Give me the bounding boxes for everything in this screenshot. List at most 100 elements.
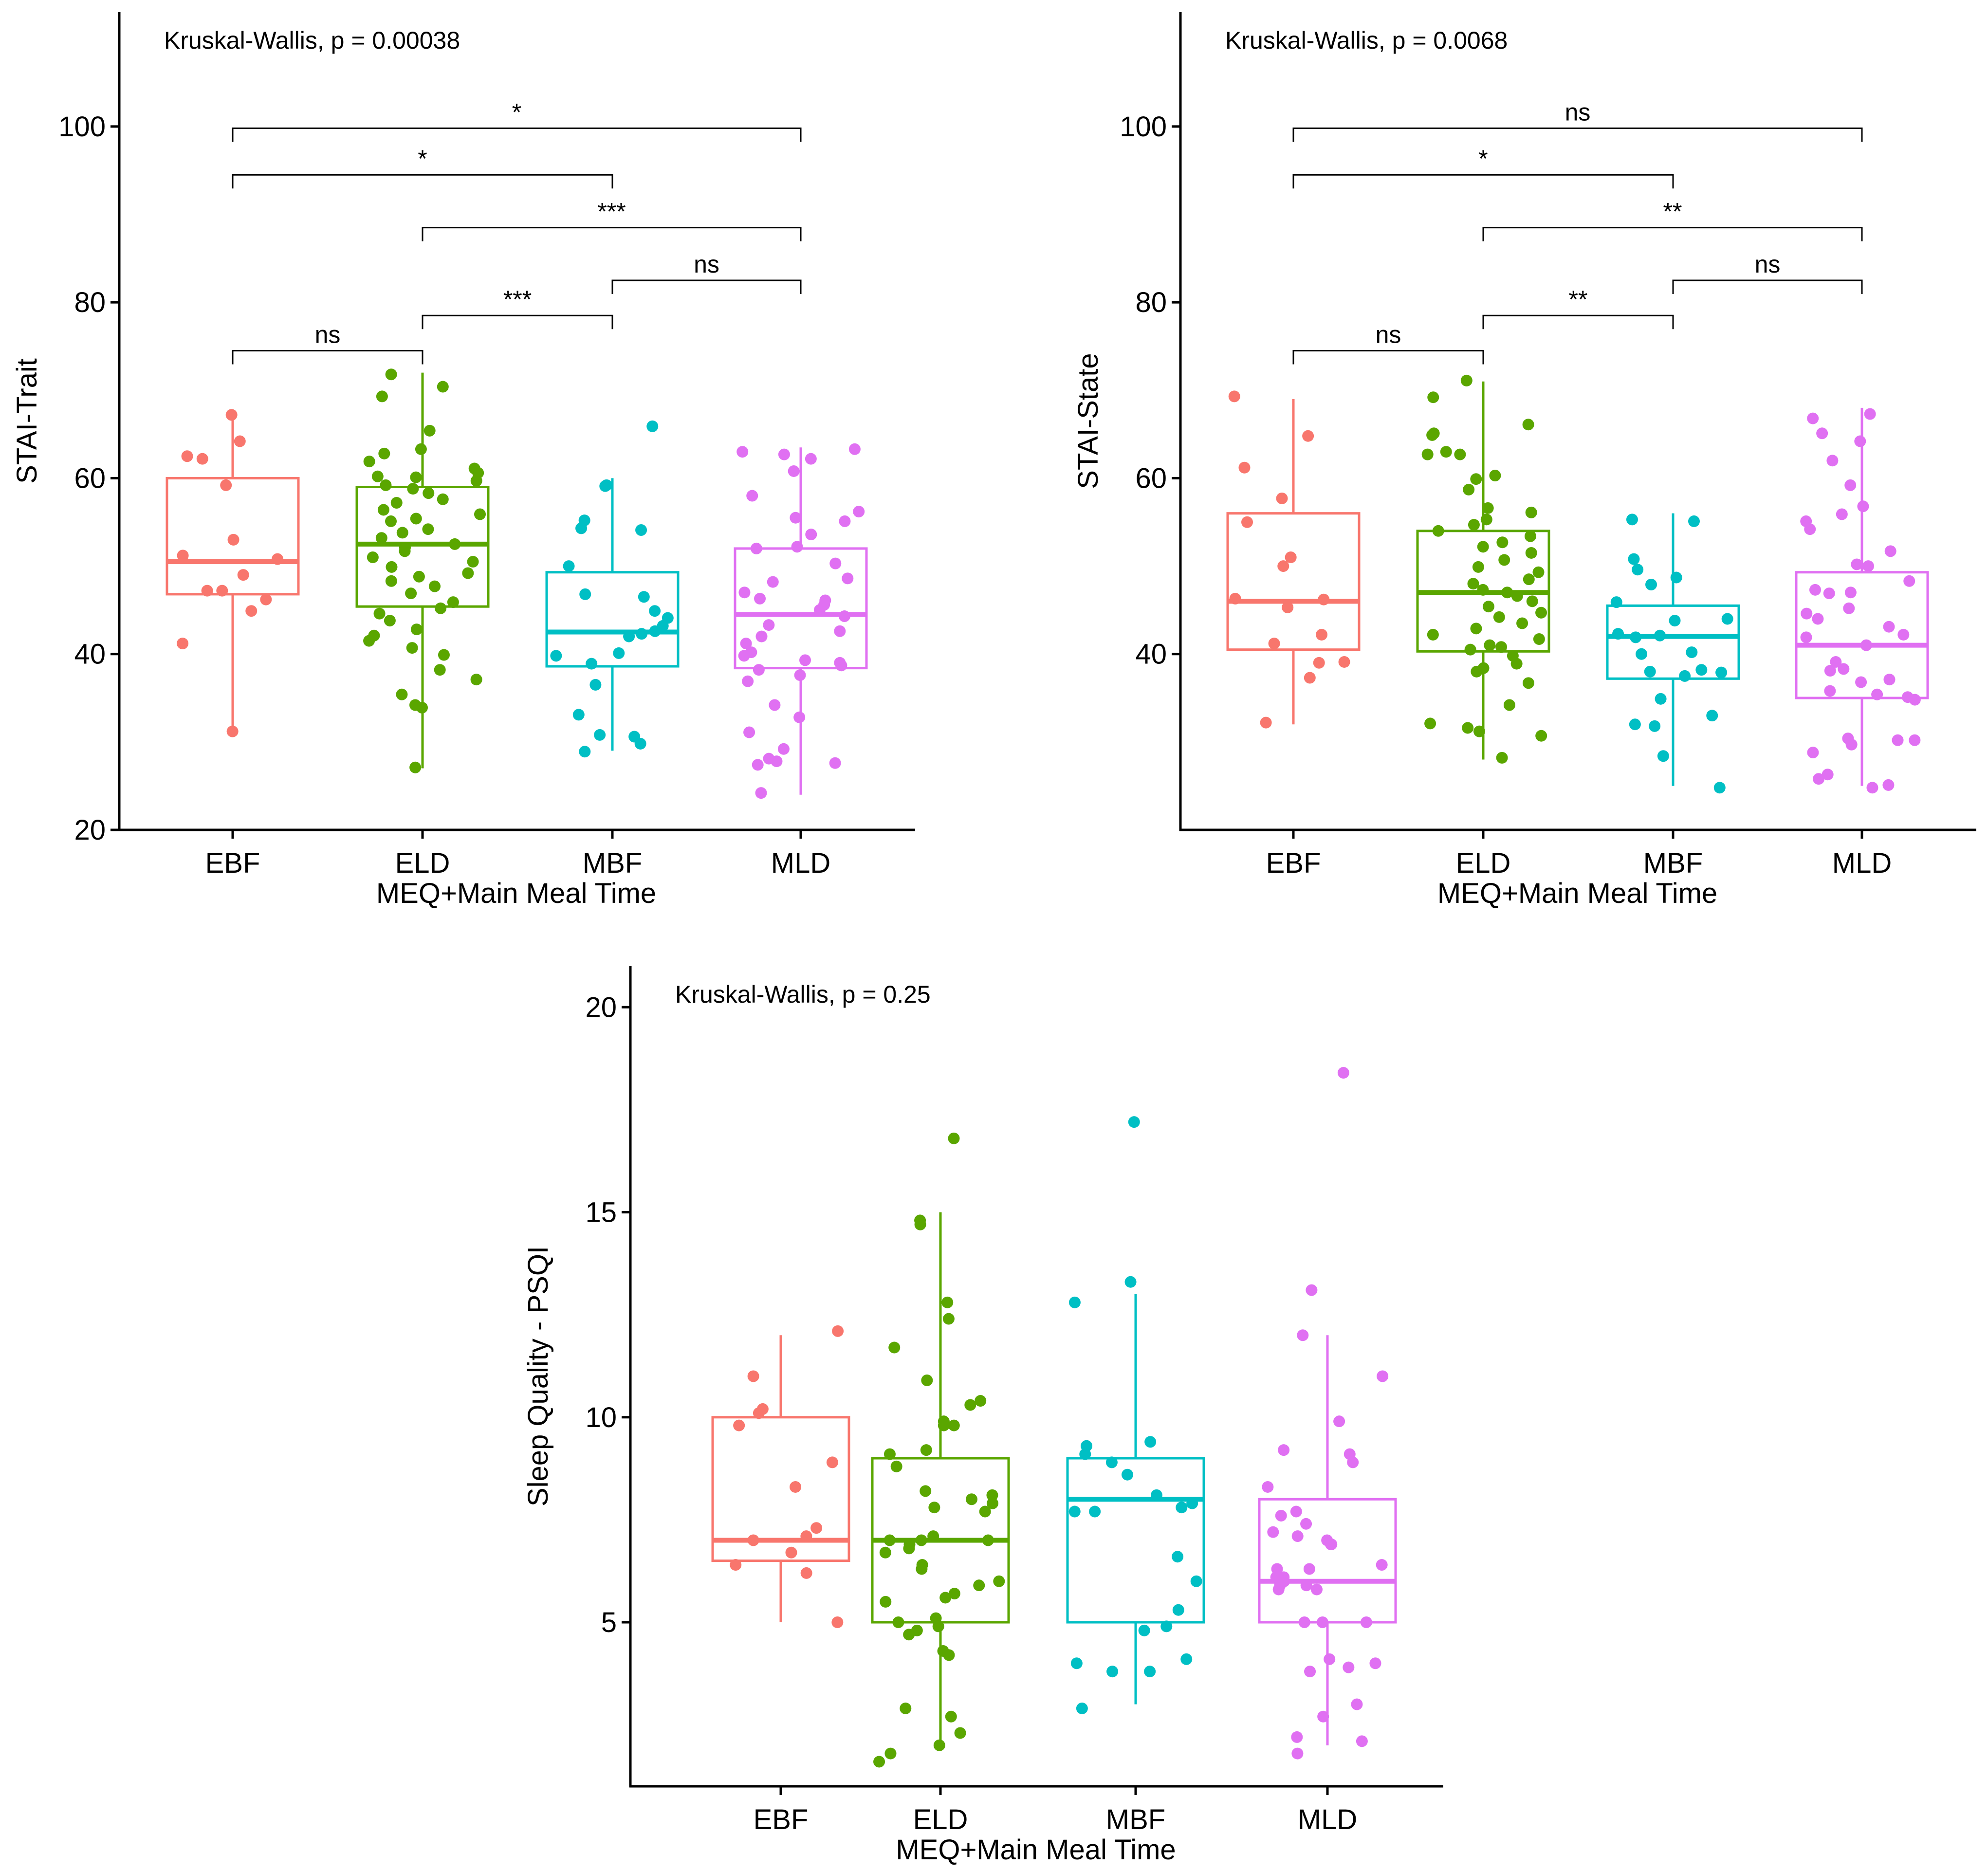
data-point (767, 576, 779, 588)
data-point (920, 1444, 932, 1456)
data-point (225, 409, 238, 421)
data-point (474, 508, 486, 520)
data-point (1516, 617, 1528, 629)
data-point (1426, 429, 1438, 441)
data-point (1360, 1616, 1372, 1628)
data-point (1471, 665, 1483, 678)
data-point (386, 561, 398, 573)
data-point (964, 1399, 976, 1411)
box-iqr (355, 485, 490, 608)
data-point (1482, 502, 1494, 514)
data-point (790, 1481, 802, 1493)
y-axis-title: STAI-Trait (11, 358, 43, 484)
y-tick-label: 40 (74, 639, 106, 670)
significance-label: * (1478, 145, 1488, 172)
data-point (1291, 1747, 1304, 1760)
data-point (1172, 1604, 1184, 1616)
data-point (1454, 448, 1466, 460)
data-point (1304, 672, 1316, 684)
data-point (752, 759, 764, 771)
data-point (1838, 663, 1850, 675)
data-point (1482, 601, 1494, 613)
data-point (769, 699, 781, 711)
data-point (599, 480, 611, 492)
data-point (1813, 773, 1825, 785)
data-point (945, 1710, 957, 1723)
data-point (1903, 575, 1915, 587)
data-point (373, 607, 386, 620)
box-iqr (1226, 512, 1361, 651)
data-point (1830, 656, 1842, 668)
data-point (1190, 1575, 1202, 1587)
data-point (1525, 547, 1537, 559)
data-point (1470, 623, 1482, 635)
data-point (826, 1456, 838, 1468)
data-point (1855, 676, 1867, 688)
data-point (750, 542, 762, 554)
data-point (579, 588, 591, 600)
data-point (1851, 558, 1863, 570)
data-point (738, 587, 751, 599)
data-point (220, 479, 232, 491)
data-point (1535, 606, 1547, 619)
data-point (1297, 1329, 1309, 1341)
data-point (1522, 419, 1534, 431)
data-point (1238, 461, 1251, 474)
x-tick-label: MBF (583, 847, 642, 879)
box-mbf (545, 420, 680, 758)
data-point (1276, 492, 1288, 504)
data-point (1882, 779, 1895, 791)
data-point (1268, 638, 1280, 650)
data-point (435, 602, 447, 614)
comparison-bracket: *** (422, 198, 802, 241)
data-point (975, 1395, 987, 1407)
comparison-bracket: ns (232, 321, 423, 365)
bracket-line (422, 314, 613, 330)
data-point (914, 1218, 926, 1230)
data-point (1804, 523, 1816, 535)
y-tick-label: 5 (601, 1607, 617, 1638)
data-point (1460, 374, 1473, 386)
data-point (777, 743, 790, 755)
box-eld (355, 368, 490, 773)
comparison-bracket: ns (1292, 98, 1863, 142)
data-point (1489, 470, 1501, 481)
data-point (880, 1596, 892, 1608)
data-point (884, 1534, 896, 1546)
data-point (1871, 688, 1883, 700)
data-point (982, 1534, 994, 1546)
data-point (800, 1530, 812, 1542)
data-point (649, 625, 661, 637)
significance-label: ** (1663, 198, 1682, 225)
data-point (623, 630, 635, 642)
data-point (429, 580, 441, 592)
data-point (1150, 1489, 1162, 1501)
data-point (1068, 1296, 1081, 1308)
data-point (1277, 560, 1289, 572)
data-point (973, 1579, 985, 1592)
data-point (1501, 587, 1513, 599)
data-point (1302, 430, 1314, 442)
data-point (1144, 1436, 1157, 1448)
data-point (916, 1563, 928, 1575)
data-point (399, 545, 411, 557)
data-point (1128, 1116, 1140, 1128)
data-point (1228, 390, 1240, 403)
data-point (177, 638, 189, 650)
data-point (462, 567, 474, 579)
data-point (1644, 665, 1656, 678)
data-point (884, 1448, 896, 1460)
comparison-bracket: * (1292, 145, 1674, 189)
data-point (986, 1489, 998, 1501)
data-point (1525, 506, 1537, 518)
data-point (1498, 554, 1510, 566)
data-point (1427, 391, 1439, 404)
bracket-line (1672, 279, 1863, 294)
panel-stai-trait: 20 40 60 80 100 EBF ELD MBF MLD MEQ+Main Meal Tim… (11, 12, 915, 909)
box-mld (734, 443, 868, 799)
data-point (755, 630, 768, 642)
comparison-bracket: ns (1672, 251, 1863, 294)
data-point (413, 570, 425, 583)
data-point (1628, 553, 1640, 565)
